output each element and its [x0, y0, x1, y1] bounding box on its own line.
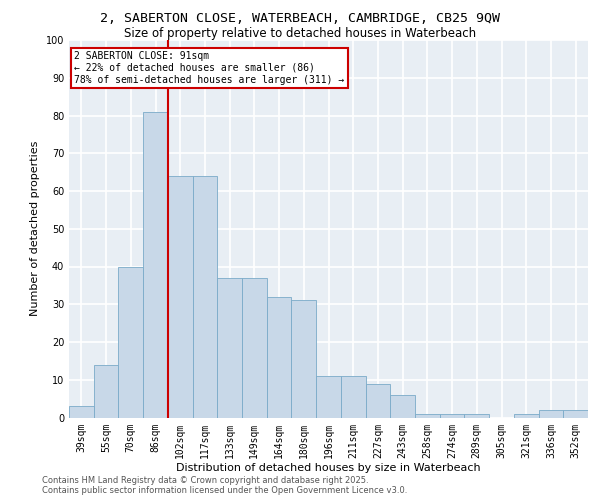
Text: 2 SABERTON CLOSE: 91sqm
← 22% of detached houses are smaller (86)
78% of semi-de: 2 SABERTON CLOSE: 91sqm ← 22% of detache…	[74, 52, 344, 84]
Bar	[365, 384, 390, 418]
Bar	[168, 176, 193, 418]
Bar	[94, 364, 118, 418]
Bar	[69, 406, 94, 417]
Bar	[292, 300, 316, 418]
Bar	[440, 414, 464, 418]
Bar	[316, 376, 341, 418]
Text: Contains HM Land Registry data © Crown copyright and database right 2025.
Contai: Contains HM Land Registry data © Crown c…	[42, 476, 407, 495]
Bar	[464, 414, 489, 418]
Y-axis label: Number of detached properties: Number of detached properties	[30, 141, 40, 316]
Bar	[217, 278, 242, 417]
Bar	[341, 376, 365, 418]
X-axis label: Distribution of detached houses by size in Waterbeach: Distribution of detached houses by size …	[176, 463, 481, 473]
Bar	[539, 410, 563, 418]
Bar	[242, 278, 267, 417]
Bar	[514, 414, 539, 418]
Bar	[267, 296, 292, 418]
Text: Size of property relative to detached houses in Waterbeach: Size of property relative to detached ho…	[124, 28, 476, 40]
Bar	[118, 266, 143, 418]
Bar	[390, 395, 415, 417]
Bar	[415, 414, 440, 418]
Bar	[563, 410, 588, 418]
Text: 2, SABERTON CLOSE, WATERBEACH, CAMBRIDGE, CB25 9QW: 2, SABERTON CLOSE, WATERBEACH, CAMBRIDGE…	[100, 12, 500, 26]
Bar	[143, 112, 168, 418]
Bar	[193, 176, 217, 418]
